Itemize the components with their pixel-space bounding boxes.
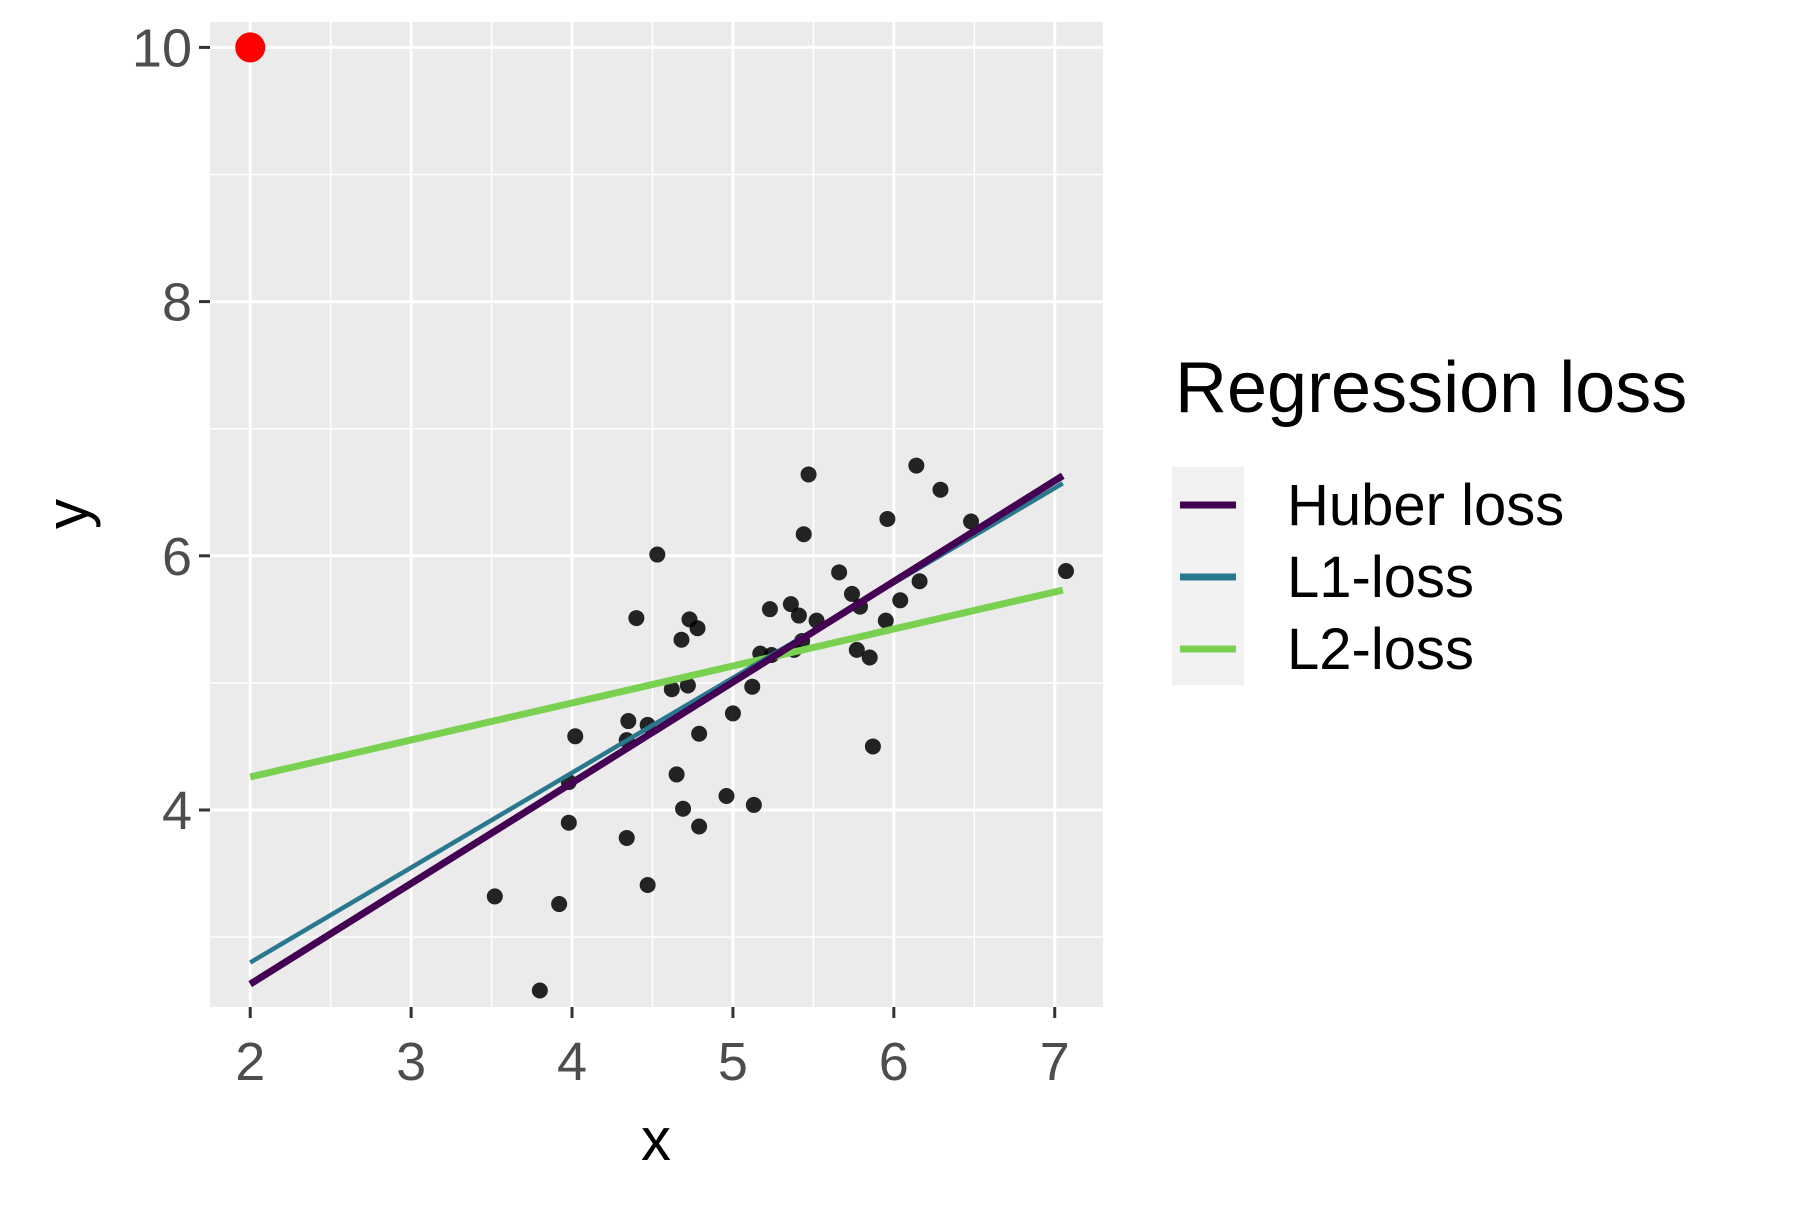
series-line-l2-loss xyxy=(249,586,1064,781)
data-point xyxy=(718,788,735,805)
data-point xyxy=(620,713,637,730)
data-point xyxy=(848,641,865,658)
outlier-layer xyxy=(235,32,266,63)
minor-gridlines xyxy=(210,22,1103,1007)
data-point xyxy=(486,888,503,905)
data-point xyxy=(689,620,706,637)
series-line-huber-loss xyxy=(248,472,1065,988)
data-point xyxy=(691,725,708,742)
data-point xyxy=(877,612,894,629)
data-point xyxy=(879,510,896,527)
data-point xyxy=(628,610,645,627)
x-tick-label: 2 xyxy=(235,1032,265,1092)
legend-title: Regression loss xyxy=(1175,348,1687,428)
data-point xyxy=(724,705,741,722)
x-tick-label: 4 xyxy=(557,1032,587,1092)
y-tick-label: 10 xyxy=(132,18,192,78)
panel-background xyxy=(210,22,1103,1007)
data-point xyxy=(1057,563,1074,580)
data-point xyxy=(911,573,928,590)
data-point xyxy=(790,607,807,624)
data-point xyxy=(663,681,680,698)
data-point xyxy=(843,585,860,602)
data-point xyxy=(782,596,799,613)
x-axis-label: x xyxy=(641,1106,671,1173)
legend-label: L2-loss xyxy=(1287,617,1474,682)
data-point xyxy=(567,728,584,745)
data-point xyxy=(668,766,685,783)
data-point xyxy=(531,982,548,999)
data-point xyxy=(639,876,656,893)
data-point xyxy=(679,677,696,694)
data-point xyxy=(618,829,635,846)
axis-tick-labels: 2 3 4 5 6 7 4 6 8 10 xyxy=(132,18,1070,1092)
data-point xyxy=(831,564,848,581)
data-point xyxy=(861,649,878,666)
data-point xyxy=(864,738,881,755)
data-point xyxy=(560,814,577,831)
data-point xyxy=(675,800,692,817)
y-axis-label: y xyxy=(34,499,101,529)
data-point xyxy=(551,896,568,913)
x-tick-label: 3 xyxy=(396,1032,426,1092)
data-point xyxy=(673,631,690,648)
y-tick-label: 6 xyxy=(162,527,192,587)
legend-label: L1-loss xyxy=(1287,545,1474,610)
data-point xyxy=(800,466,817,483)
data-point xyxy=(963,513,980,530)
data-point xyxy=(745,796,762,813)
data-point xyxy=(691,818,708,835)
legend-label: Huber loss xyxy=(1287,473,1564,538)
x-tick-label: 5 xyxy=(718,1032,748,1092)
data-point xyxy=(892,592,909,609)
outlier-point xyxy=(235,32,266,63)
y-tick-label: 8 xyxy=(162,273,192,333)
y-tick-label: 4 xyxy=(162,781,192,841)
legend: Regression loss Huber loss L1-loss L2-loss xyxy=(1172,348,1687,685)
data-point xyxy=(761,601,778,618)
legend-entries: Huber loss L1-loss L2-loss xyxy=(1180,473,1564,682)
x-tick-label: 7 xyxy=(1040,1032,1070,1092)
data-point xyxy=(932,481,949,498)
axis-ticks xyxy=(199,45,1057,1018)
data-point xyxy=(744,678,761,695)
data-point xyxy=(908,457,925,474)
regression-lines xyxy=(248,472,1065,988)
x-tick-label: 6 xyxy=(879,1032,909,1092)
data-point xyxy=(649,546,666,563)
data-point xyxy=(795,526,812,543)
